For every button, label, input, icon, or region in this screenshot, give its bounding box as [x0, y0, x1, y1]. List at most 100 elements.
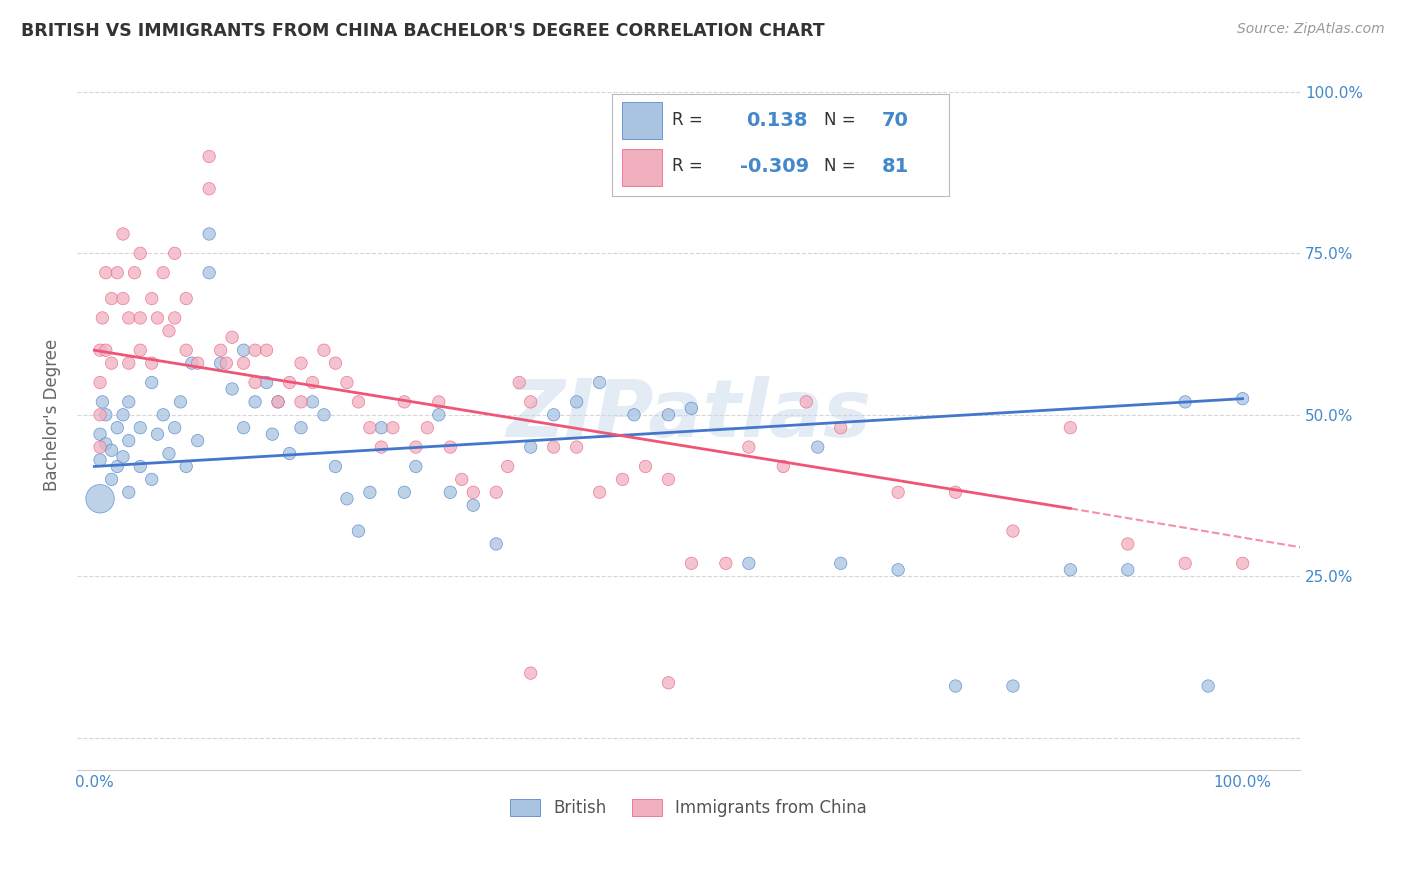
Point — [111, 408, 134, 422]
Point — [1001, 524, 1024, 538]
Point — [262, 427, 284, 442]
Point — [830, 421, 852, 435]
Point — [416, 421, 439, 435]
Point — [94, 437, 117, 451]
Point — [256, 376, 278, 390]
Point — [405, 440, 427, 454]
Bar — [621, 149, 662, 186]
Point — [485, 537, 508, 551]
Point — [325, 356, 347, 370]
Point — [169, 395, 191, 409]
Text: 81: 81 — [882, 157, 908, 176]
Point — [267, 395, 290, 409]
Point — [336, 491, 359, 506]
Point — [187, 434, 209, 448]
Point — [325, 459, 347, 474]
Point — [347, 524, 370, 538]
Point — [565, 440, 588, 454]
Point — [394, 485, 416, 500]
Point — [111, 292, 134, 306]
Point — [312, 343, 335, 358]
Point — [129, 343, 152, 358]
Point — [427, 395, 450, 409]
Point — [519, 395, 541, 409]
Point — [405, 459, 427, 474]
Point — [794, 395, 817, 409]
Point — [278, 376, 301, 390]
Point — [163, 310, 186, 325]
Point — [100, 472, 122, 486]
Point — [198, 182, 221, 196]
Point — [887, 485, 910, 500]
Point — [152, 266, 174, 280]
Point — [209, 356, 232, 370]
Point — [738, 557, 761, 571]
Point — [89, 343, 111, 358]
Point — [370, 440, 392, 454]
Point — [508, 376, 530, 390]
Point — [519, 666, 541, 681]
Point — [439, 485, 461, 500]
Point — [681, 557, 703, 571]
Point — [163, 246, 186, 260]
Point — [945, 679, 967, 693]
Point — [100, 292, 122, 306]
Legend: British, Immigrants from China: British, Immigrants from China — [502, 791, 875, 826]
Text: N =: N = — [824, 112, 856, 129]
Point — [111, 227, 134, 241]
Point — [105, 266, 128, 280]
Text: R =: R = — [672, 112, 703, 129]
Point — [100, 356, 122, 370]
Point — [209, 343, 232, 358]
Point — [232, 421, 254, 435]
Point — [94, 343, 117, 358]
Point — [463, 498, 485, 512]
Point — [129, 310, 152, 325]
Point — [485, 485, 508, 500]
Point — [89, 376, 111, 390]
Point — [738, 440, 761, 454]
Point — [945, 485, 967, 500]
Point — [290, 421, 312, 435]
Point — [463, 485, 485, 500]
Point — [94, 266, 117, 280]
Point — [157, 446, 180, 460]
Point — [290, 395, 312, 409]
Point — [543, 408, 565, 422]
Point — [157, 324, 180, 338]
Point — [100, 443, 122, 458]
Point — [89, 453, 111, 467]
Point — [381, 421, 404, 435]
Point — [427, 408, 450, 422]
Point — [1116, 537, 1139, 551]
Point — [1197, 679, 1219, 693]
Point — [496, 459, 519, 474]
Point — [312, 408, 335, 422]
Point — [232, 343, 254, 358]
Point — [146, 427, 169, 442]
Point — [146, 310, 169, 325]
Point — [89, 408, 111, 422]
Point — [1174, 557, 1197, 571]
Point — [1232, 392, 1254, 406]
Point — [634, 459, 657, 474]
Point — [278, 446, 301, 460]
Point — [129, 246, 152, 260]
Point — [301, 376, 323, 390]
Point — [336, 376, 359, 390]
Point — [290, 356, 312, 370]
Point — [243, 395, 266, 409]
Point — [543, 440, 565, 454]
Point — [118, 434, 141, 448]
Text: N =: N = — [824, 158, 856, 176]
Point — [588, 485, 610, 500]
Point — [256, 343, 278, 358]
Point — [91, 310, 114, 325]
Point — [267, 395, 290, 409]
Point — [681, 401, 703, 416]
Point — [141, 376, 163, 390]
Point — [772, 459, 794, 474]
Point — [152, 408, 174, 422]
Bar — [621, 102, 662, 139]
Point — [129, 421, 152, 435]
